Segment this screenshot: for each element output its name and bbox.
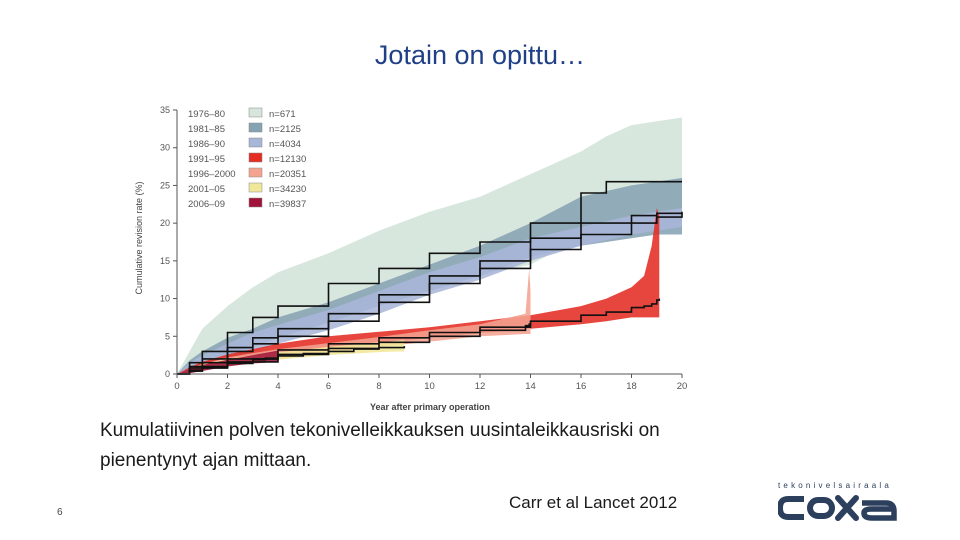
brand-tagline: tekonivelsairaala bbox=[778, 481, 892, 490]
x-tick-label: 12 bbox=[475, 381, 486, 392]
legend-swatch bbox=[248, 182, 263, 193]
y-tick-label: 25 bbox=[160, 180, 170, 190]
line-1986–90 bbox=[177, 213, 683, 375]
x-tick-label: 6 bbox=[326, 381, 331, 392]
y-tick-label: 10 bbox=[160, 294, 170, 304]
legend-swatch bbox=[248, 197, 263, 208]
y-tick-label: 0 bbox=[165, 369, 170, 379]
legend-period: 2001–05 bbox=[188, 184, 225, 195]
legend-count: n=34230 bbox=[269, 184, 306, 195]
y-axis-label: Cumulative revision rate (%) bbox=[134, 181, 144, 294]
legend-count: n=671 bbox=[269, 109, 296, 120]
x-tick-label: 16 bbox=[576, 381, 587, 392]
legend-period: 1981–85 bbox=[188, 124, 225, 135]
x-tick-label: 18 bbox=[626, 381, 637, 392]
x-tick-label: 8 bbox=[376, 381, 381, 392]
x-tick-label: 2 bbox=[225, 381, 230, 392]
legend-swatch bbox=[248, 107, 263, 118]
caption-line-1: Kumulatiivinen polven tekonivelleikkauks… bbox=[100, 420, 660, 441]
coxa-wordmark-icon bbox=[778, 495, 897, 521]
line-1976–80 bbox=[177, 180, 682, 375]
y-tick-label: 30 bbox=[160, 143, 170, 153]
page-number: 6 bbox=[57, 507, 63, 518]
legend-period: 1986–90 bbox=[188, 139, 225, 150]
y-tick-label: 20 bbox=[160, 218, 170, 228]
legend: 1976–80 n=671 1981–85 n=2125 1986–90 n=4034 19… bbox=[188, 107, 306, 210]
coxa-logo: tekonivelsairaala bbox=[778, 481, 902, 523]
legend-count: n=4034 bbox=[269, 139, 301, 150]
x-axis-label: Year after primary operation bbox=[370, 402, 490, 412]
series-lines bbox=[177, 180, 683, 375]
y-tick-label: 5 bbox=[165, 331, 170, 341]
legend-period: 1976–80 bbox=[188, 109, 225, 120]
legend-count: n=39837 bbox=[269, 199, 306, 210]
x-tick-label: 4 bbox=[275, 381, 280, 392]
slide-title: Jotain on opittu… bbox=[374, 40, 586, 70]
legend-count: n=2125 bbox=[269, 124, 301, 135]
line-2006–09 bbox=[177, 356, 279, 375]
caption: Kumulatiivinen polven tekonivelleikkauks… bbox=[100, 416, 780, 476]
line-1981–85 bbox=[177, 211, 683, 375]
legend-period: 2006–09 bbox=[188, 199, 225, 210]
legend-swatch bbox=[248, 152, 263, 163]
y-tick-label: 35 bbox=[160, 105, 170, 115]
legend-count: n=20351 bbox=[269, 169, 306, 180]
revision-rate-chart: 0 5 10 15 20 25 30 35 0 2 4 6 8 10 12 14 16 18 20 1976–80 n… bbox=[134, 105, 687, 412]
legend-period: 1996–2000 bbox=[188, 169, 236, 180]
legend-swatch bbox=[248, 137, 263, 148]
x-tick-label: 10 bbox=[424, 381, 435, 392]
citation: Carr et al Lancet 2012 bbox=[509, 493, 678, 512]
axes: 0 5 10 15 20 25 30 35 0 2 4 6 8 10 12 14 16 18 20 bbox=[160, 105, 687, 392]
legend-period: 1991–95 bbox=[188, 154, 225, 165]
band-1991–95 bbox=[177, 208, 660, 374]
x-tick-label: 14 bbox=[525, 381, 536, 392]
legend-count: n=12130 bbox=[269, 154, 306, 165]
y-tick-label: 15 bbox=[160, 256, 170, 266]
legend-swatch bbox=[248, 122, 263, 133]
x-tick-label: 0 bbox=[174, 381, 179, 392]
x-tick-label: 20 bbox=[677, 381, 688, 392]
legend-swatch bbox=[248, 167, 263, 178]
caption-line-2: pienentynyt ajan mittaan. bbox=[100, 450, 312, 471]
